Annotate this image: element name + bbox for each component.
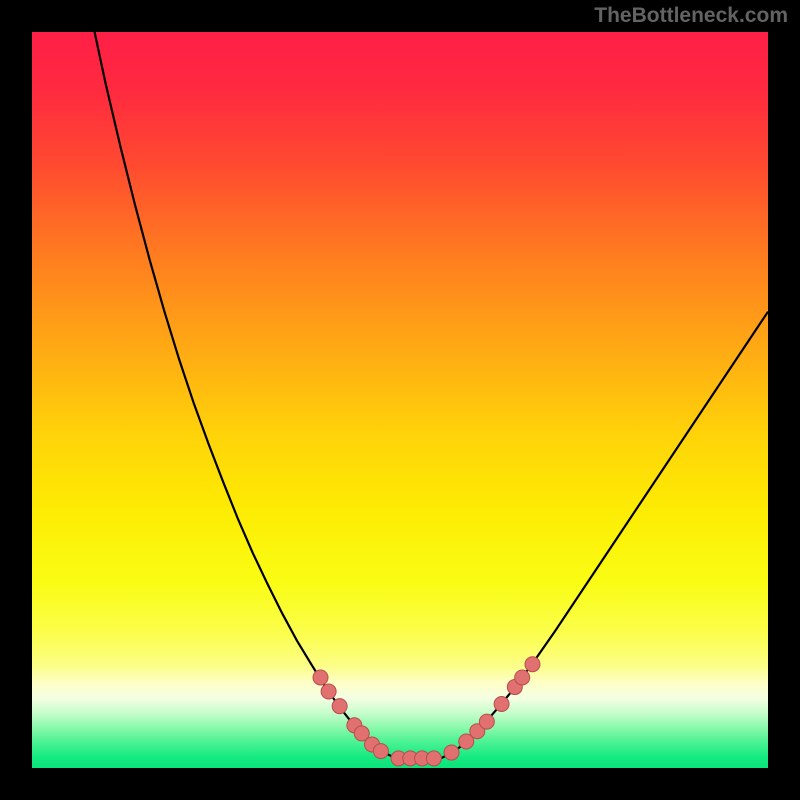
curve-marker-left [321,684,336,699]
bottleneck-curve-chart [0,0,800,800]
curve-marker-left [332,699,347,714]
curve-marker-right [515,670,530,685]
curve-marker-right [444,745,459,760]
curve-marker-right [494,696,509,711]
watermark-text: TheBottleneck.com [594,4,788,28]
plot-background [32,32,768,768]
curve-marker-left [373,744,388,759]
curve-marker-bottom [426,751,441,766]
curve-marker-right [525,657,540,672]
curve-marker-right [479,714,494,729]
curve-marker-left [313,670,328,685]
chart-container: TheBottleneck.com [0,0,800,800]
